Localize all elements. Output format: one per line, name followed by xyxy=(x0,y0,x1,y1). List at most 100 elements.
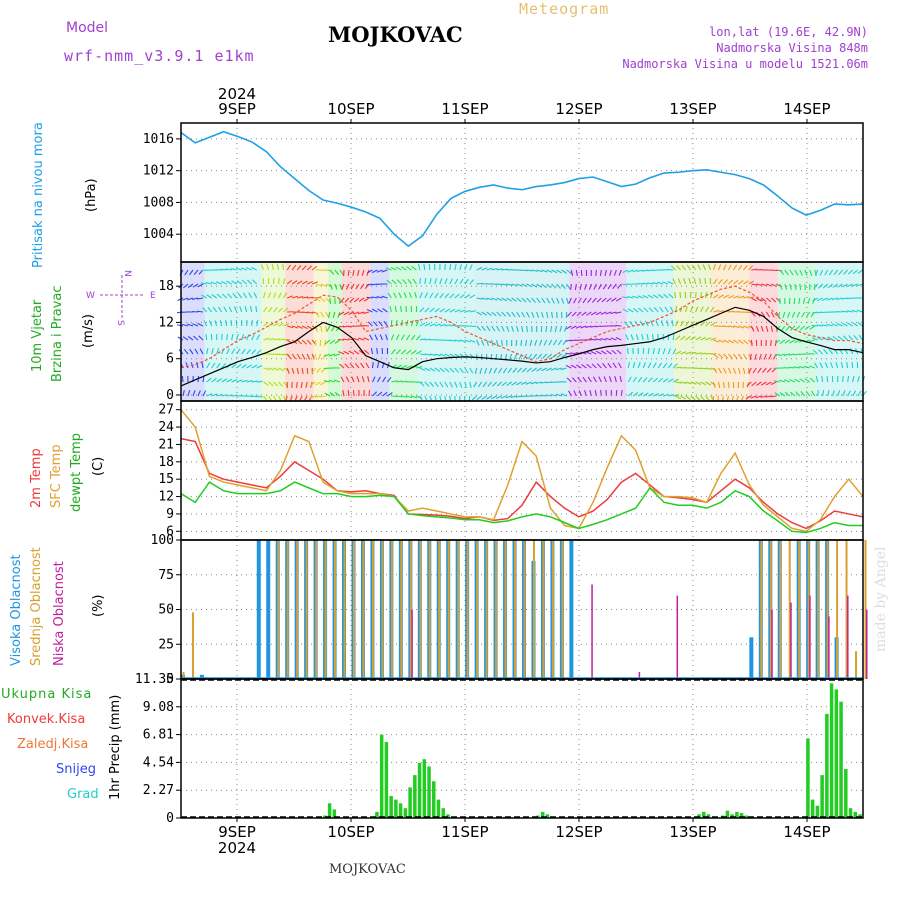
wind-barb xyxy=(836,297,843,300)
wind-barb xyxy=(444,263,446,271)
wind-barb xyxy=(240,267,247,271)
mid-cloud-side-label: Srednja Oblacnost xyxy=(29,547,44,666)
pressure-side-label: Pritisak na nivou mora xyxy=(31,122,46,268)
wind-barb xyxy=(598,376,602,383)
wind-barb xyxy=(278,338,285,341)
wind-barb xyxy=(570,283,572,291)
wind-barb xyxy=(498,367,503,374)
mid-cloud-bar xyxy=(817,540,820,679)
wind-barb xyxy=(231,334,234,341)
wind-barb xyxy=(789,391,796,397)
wind-barb xyxy=(551,311,554,319)
wind-barb xyxy=(582,376,587,383)
wind-barb xyxy=(787,311,791,318)
mid-cloud-bar xyxy=(551,540,554,679)
wind-barb xyxy=(273,322,279,327)
precip-bar xyxy=(725,810,730,818)
wind-barb xyxy=(325,283,332,288)
wind-barb xyxy=(211,362,216,369)
wind-speed-line xyxy=(180,306,864,387)
wind-barb xyxy=(249,306,253,313)
wind-barb xyxy=(182,323,189,327)
wind-barb xyxy=(607,362,612,369)
wind-barb xyxy=(376,362,380,369)
wind-barb xyxy=(795,391,801,397)
high-cloud-side-label: Visoka Oblacnost xyxy=(9,554,24,666)
wind-barb xyxy=(555,367,562,371)
wind-barb xyxy=(743,265,748,271)
wind-barb xyxy=(511,297,517,302)
wind-barb xyxy=(471,395,478,401)
wind-barb xyxy=(263,321,269,327)
wind-barb xyxy=(230,268,237,271)
wind-barb xyxy=(857,269,863,274)
wind-barb xyxy=(454,381,458,388)
wind-barb xyxy=(690,381,697,385)
wind-barb xyxy=(826,297,833,301)
wind-barb xyxy=(565,325,572,330)
wind-barb xyxy=(410,320,414,327)
wind-barb xyxy=(534,339,538,346)
wind-barb xyxy=(476,311,483,316)
wind-barb xyxy=(728,339,734,344)
wind-barb xyxy=(717,381,721,388)
wind-barb xyxy=(713,353,719,359)
wind-barb xyxy=(464,278,469,285)
wind-barb xyxy=(496,311,502,317)
wind-barb xyxy=(526,325,528,333)
wind-barb xyxy=(225,320,228,327)
wind-barb xyxy=(400,305,402,313)
wind-barb xyxy=(722,367,727,374)
wind-barb xyxy=(364,349,370,355)
wind-barb xyxy=(521,297,527,303)
wind-barb xyxy=(799,339,805,343)
product-title: Meteogram xyxy=(519,0,610,18)
wind-barb xyxy=(439,323,446,327)
wind-barb xyxy=(672,333,675,341)
wind-barb xyxy=(667,281,674,285)
wind-barb xyxy=(614,376,617,383)
wind-barb xyxy=(339,269,344,276)
wind-barb xyxy=(291,264,297,271)
wind-barb xyxy=(637,376,643,383)
wind-barb xyxy=(302,311,309,314)
wind-barb xyxy=(561,297,565,304)
wind-barb xyxy=(444,339,451,342)
wind-barb xyxy=(551,269,558,274)
mid-cloud-bar xyxy=(466,540,469,679)
y-tick-label: 12 xyxy=(158,490,174,505)
wind-barb xyxy=(783,379,790,383)
wind-barb xyxy=(202,390,207,397)
wind-barb xyxy=(235,267,242,271)
wind-barb xyxy=(600,350,607,355)
wind-barb xyxy=(798,366,805,369)
wind-barb xyxy=(345,376,350,383)
high-cloud-bar xyxy=(266,540,271,679)
wind-barb xyxy=(553,339,558,346)
wind-barb xyxy=(334,283,338,290)
low-cloud-bar xyxy=(638,672,641,679)
wind-barb xyxy=(482,381,488,388)
wind-barb xyxy=(278,322,285,327)
wind-barb xyxy=(444,278,448,285)
wind-barb xyxy=(476,297,483,300)
low-cloud-bar xyxy=(790,602,792,679)
wind-barb xyxy=(500,395,507,399)
wind-barb xyxy=(344,363,350,369)
wind-barb xyxy=(523,353,528,360)
wind-barb xyxy=(256,395,263,398)
wind-barb xyxy=(737,353,743,360)
wind-barb xyxy=(663,293,669,299)
wind-barb xyxy=(394,306,397,313)
wind-barb xyxy=(402,279,407,285)
wind-barb xyxy=(750,339,753,347)
wind-barb xyxy=(353,337,360,341)
wind-barb xyxy=(365,362,370,369)
wind-barb xyxy=(192,390,196,397)
wind-barb xyxy=(251,334,255,341)
wind-barb xyxy=(366,308,373,313)
wind-barb xyxy=(314,395,321,398)
wind-barb xyxy=(666,320,669,327)
wind-barb xyxy=(487,381,493,387)
wind-barb xyxy=(685,320,690,327)
